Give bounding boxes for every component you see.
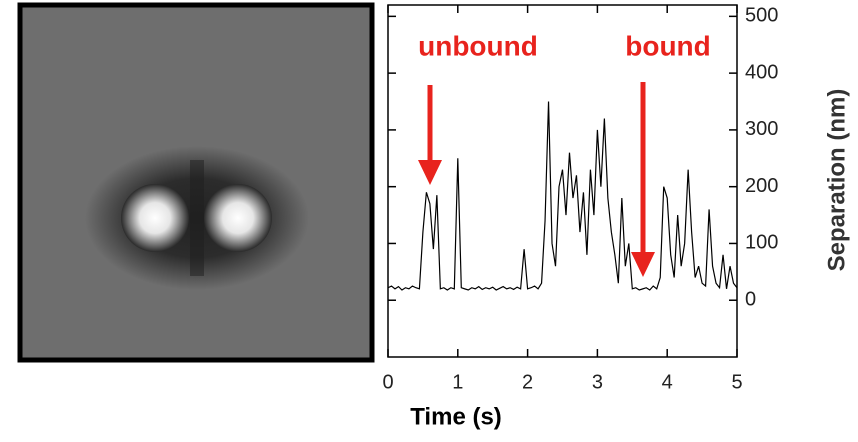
arrows [418, 82, 655, 277]
annotation: unbound [418, 30, 538, 61]
y-tick-label: 400 [745, 61, 778, 83]
y-tick-label: 300 [745, 118, 778, 140]
y-tick-label: 200 [745, 175, 778, 197]
annotation: bound [625, 30, 711, 61]
y-tick-label: 0 [745, 289, 756, 311]
plot-frame [387, 4, 738, 358]
x-tick-label: 3 [592, 371, 603, 393]
y-tick-label: 100 [745, 232, 778, 254]
data-line [387, 101, 738, 291]
y-tick-label: 500 [745, 5, 778, 27]
x-tick-label: 4 [662, 371, 673, 393]
y-axis-title: Separation (nm) [823, 89, 850, 272]
x-tick-label: 0 [382, 371, 393, 393]
x-tick-label: 5 [731, 371, 742, 393]
micrograph [17, 2, 375, 363]
x-tick-label: 1 [452, 371, 463, 393]
plot [387, 4, 738, 358]
x-tick-label: 2 [522, 371, 533, 393]
x-axis-title: Time (s) [410, 403, 502, 430]
